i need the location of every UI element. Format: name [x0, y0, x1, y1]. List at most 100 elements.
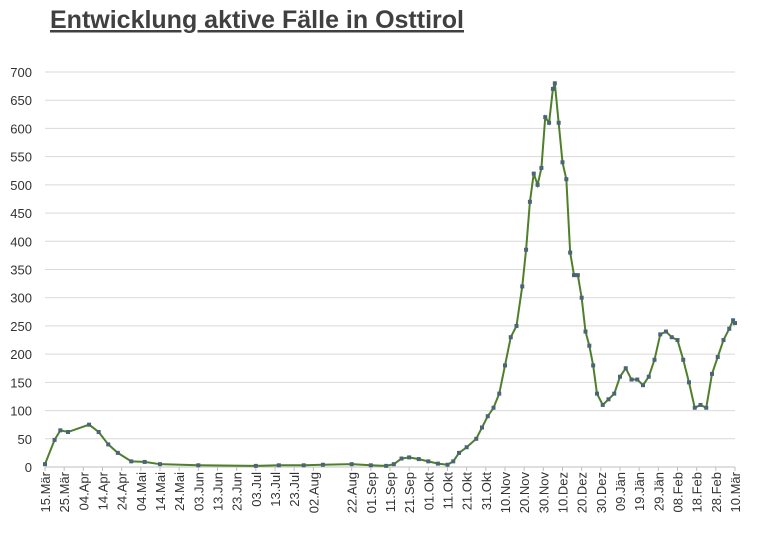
- data-point: [514, 323, 519, 328]
- x-tick-label: 24.Mai: [172, 472, 187, 511]
- data-point: [445, 462, 450, 467]
- data-point: [687, 380, 691, 385]
- x-tick-label: 20.Nov: [517, 472, 532, 514]
- x-tick-label: 18.Feb: [690, 472, 705, 512]
- data-point: [407, 455, 412, 460]
- data-point: [727, 326, 732, 331]
- y-tick-label: 550: [10, 150, 32, 165]
- data-point: [564, 177, 569, 182]
- data-point: [692, 405, 697, 410]
- data-point: [664, 329, 668, 334]
- data-point: [391, 462, 396, 467]
- x-tick-label: 22.Aug: [345, 472, 360, 513]
- data-point: [368, 463, 373, 468]
- y-tick-label: 500: [10, 178, 32, 193]
- data-point: [416, 457, 421, 462]
- x-tick-label: 11.Okt: [441, 472, 456, 510]
- data-point: [587, 343, 592, 348]
- data-point: [606, 397, 611, 402]
- data-point: [531, 171, 536, 176]
- x-tick-label: 25.Mär: [57, 471, 72, 512]
- x-tick-label: 01.Okt: [421, 472, 436, 511]
- data-point: [641, 383, 645, 388]
- data-point: [629, 377, 634, 382]
- data-point: [568, 250, 573, 255]
- data-point: [539, 165, 544, 170]
- data-point: [543, 115, 548, 120]
- data-point: [524, 247, 529, 252]
- data-point: [721, 338, 726, 343]
- data-point: [583, 329, 588, 334]
- x-tick-label: 21.Sep: [402, 472, 417, 513]
- data-point: [572, 273, 576, 278]
- data-point: [474, 436, 479, 441]
- x-tick-label: 03.Jun: [191, 472, 206, 511]
- data-point: [485, 414, 490, 419]
- data-point: [320, 462, 325, 467]
- x-tick-label: 11.Sep: [383, 472, 398, 512]
- data-point: [399, 456, 404, 461]
- x-tick-label: 19.Jän: [632, 472, 647, 511]
- y-tick-label: 450: [10, 206, 32, 221]
- x-tick-label: 23.Jul: [287, 472, 302, 507]
- y-tick-label: 150: [10, 375, 32, 390]
- data-point: [612, 391, 617, 396]
- data-point: [550, 86, 555, 91]
- y-tick-label: 700: [10, 65, 32, 80]
- x-tick-label: 29.Jän: [651, 472, 666, 511]
- x-tick-label: 13.Jul: [268, 472, 283, 507]
- data-point: [426, 459, 431, 464]
- data-point: [435, 461, 440, 466]
- x-tick-label: 14.Apr: [96, 471, 111, 510]
- x-tick-label: 04.Mai: [134, 472, 149, 511]
- x-tick-label: 13.Jun: [211, 472, 226, 511]
- data-point: [66, 430, 70, 435]
- x-tick-label: 08.Feb: [671, 472, 686, 512]
- data-point: [276, 463, 281, 468]
- data-point: [618, 374, 622, 379]
- data-point: [600, 402, 605, 407]
- data-point: [560, 160, 565, 165]
- data-point: [698, 402, 703, 407]
- data-point: [384, 463, 389, 468]
- x-tick-label: 20.Dez: [575, 472, 590, 513]
- data-point: [595, 391, 599, 396]
- data-point: [556, 120, 561, 125]
- y-tick-label: 350: [10, 263, 32, 278]
- data-point: [129, 459, 134, 464]
- data-point: [115, 450, 120, 455]
- data-point: [52, 437, 57, 442]
- x-tick-label: 04.Apr: [76, 471, 91, 510]
- y-tick-label: 200: [10, 347, 32, 362]
- y-tick-label: 250: [10, 319, 32, 334]
- data-point: [658, 332, 663, 337]
- x-tick-label: 21.Okt: [460, 472, 475, 511]
- x-tick-label: 30.Nov: [536, 472, 551, 514]
- x-tick-label: 28.Feb: [709, 472, 724, 512]
- data-point: [552, 81, 557, 86]
- data-point: [158, 462, 162, 467]
- x-tick-label: 10.Nov: [498, 472, 513, 514]
- x-tick-label: 10.Mär: [728, 471, 743, 512]
- chart-title: Entwicklung aktive Fälle in Osttirol: [50, 6, 464, 34]
- data-point: [503, 363, 507, 368]
- data-point: [349, 462, 354, 467]
- data-point: [497, 391, 502, 396]
- data-point: [520, 284, 525, 289]
- data-point: [591, 363, 596, 368]
- data-point: [491, 405, 496, 410]
- data-point: [508, 335, 513, 340]
- data-point: [652, 357, 657, 362]
- data-point: [451, 459, 456, 464]
- data-point: [669, 335, 674, 340]
- data-point: [535, 182, 540, 187]
- y-tick-label: 650: [10, 93, 32, 108]
- x-tick-label: 23.Jun: [230, 472, 245, 511]
- x-tick-label: 03.Jul: [249, 472, 264, 507]
- data-point: [301, 463, 306, 468]
- data-point: [623, 366, 628, 371]
- y-tick-label: 50: [18, 432, 32, 447]
- data-point: [43, 462, 47, 467]
- y-tick-label: 600: [10, 121, 32, 136]
